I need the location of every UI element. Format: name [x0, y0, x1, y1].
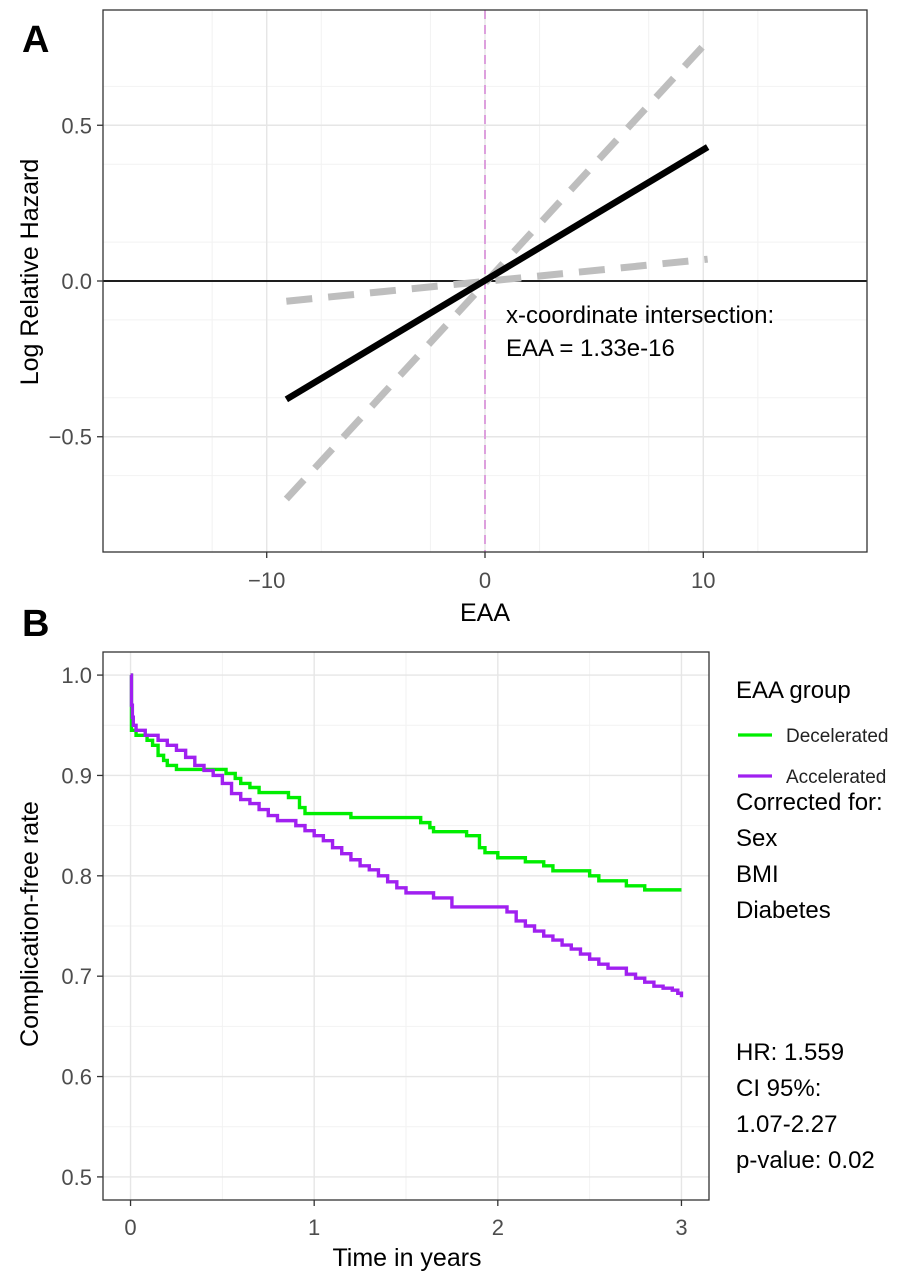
ci-range-text: 1.07-2.27	[736, 1111, 837, 1138]
panel-b-y-tick-label: 0.6	[61, 1065, 92, 1090]
panel-b-x-tick-label: 0	[124, 1215, 136, 1240]
panel-a-y-tick-label: 0.5	[61, 113, 92, 138]
panel-a-x-tick-label: −10	[248, 568, 285, 593]
panel-a-annotation-line-2: EAA = 1.33e-16	[506, 335, 675, 362]
corrected-for-sex: Sex	[736, 825, 777, 852]
p-value-text: p-value: 0.02	[736, 1147, 875, 1174]
stats-block: HR: 1.559 CI 95%: 1.07-2.27 p-value: 0.0…	[736, 1039, 875, 1174]
panel-a-x-tick-label: 0	[479, 568, 491, 593]
panel-b: B 0 1 2 3 0.5 0.6 0.7 0.8 0.9 1.0 Time in years C…	[16, 603, 888, 1272]
corrected-for-diabetes: Diabetes	[736, 897, 831, 924]
panel-a-y-axis-title: Log Relative Hazard	[16, 159, 44, 386]
panel-b-x-tick-label: 1	[308, 1215, 320, 1240]
panel-b-tick-labels: 0 1 2 3 0.5 0.6 0.7 0.8 0.9 1.0	[61, 663, 687, 1240]
legend-label-accelerated: Accelerated	[786, 767, 886, 788]
panel-b-series	[129, 673, 684, 998]
hazard-ratio-text: HR: 1.559	[736, 1039, 844, 1066]
panel-a-annotation-line-1: x-coordinate intersection:	[506, 302, 774, 329]
panel-b-x-tick-label: 3	[675, 1215, 687, 1240]
panel-a-series	[283, 38, 711, 502]
legend-title: EAA group	[736, 677, 851, 704]
panel-b-survival-curve-decelerated	[129, 673, 682, 892]
panel-b-y-tick-label: 0.5	[61, 1165, 92, 1190]
panel-b-survival-curve-accelerated	[129, 673, 684, 998]
panel-b-x-axis-title: Time in years	[332, 1244, 481, 1272]
panel-b-y-tick-label: 0.9	[61, 763, 92, 788]
corrected-for-block: Corrected for: Sex BMI Diabetes	[736, 789, 883, 924]
panel-a: A −10 0 10 −0.5 0.0 0.5 x-coordinate intersec…	[16, 9, 868, 627]
legend: EAA group Decelerated Accelerated	[736, 677, 888, 788]
panel-a-estimate-line	[284, 144, 710, 403]
panel-b-x-tick-label: 2	[492, 1215, 504, 1240]
panel-a-y-tick-label: −0.5	[49, 425, 92, 450]
panel-b-y-tick-label: 1.0	[61, 663, 92, 688]
panel-a-x-tick-label: 10	[691, 568, 715, 593]
ci-label-text: CI 95%:	[736, 1075, 821, 1102]
corrected-for-bmi: BMI	[736, 861, 779, 888]
panel-a-tick-labels: −10 0 10 −0.5 0.0 0.5	[49, 113, 716, 593]
panel-a-x-axis-title: EAA	[460, 599, 510, 627]
panel-b-letter: B	[22, 603, 49, 645]
corrected-for-heading: Corrected for:	[736, 789, 883, 816]
legend-label-decelerated: Decelerated	[786, 726, 888, 747]
panel-a-letter: A	[22, 19, 49, 61]
panel-a-ci-lower-line	[286, 255, 708, 305]
panel-b-y-tick-label: 0.8	[61, 864, 92, 889]
panel-b-y-tick-label: 0.7	[61, 964, 92, 989]
panel-b-gridlines	[103, 652, 709, 1200]
panel-b-plot-border	[102, 651, 710, 1201]
panel-a-y-tick-label: 0.0	[61, 269, 92, 294]
panel-b-y-axis-title: Complication-free rate	[16, 801, 44, 1047]
